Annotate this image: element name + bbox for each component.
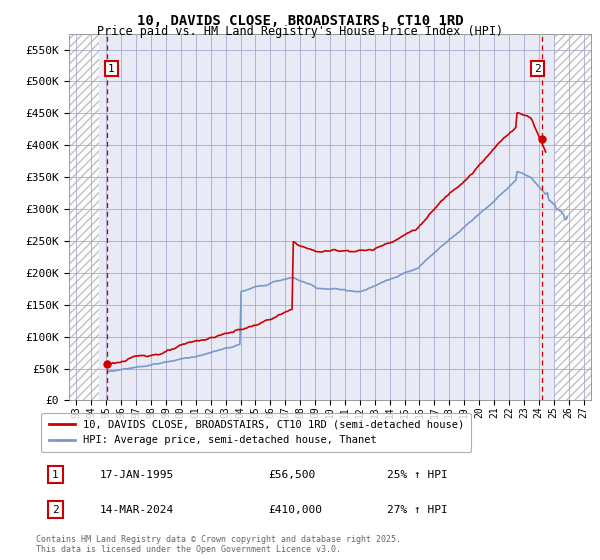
Text: 2: 2 xyxy=(534,64,541,74)
Text: 27% ↑ HPI: 27% ↑ HPI xyxy=(386,505,447,515)
Text: 14-MAR-2024: 14-MAR-2024 xyxy=(100,505,174,515)
Text: 1: 1 xyxy=(52,470,59,479)
Legend: 10, DAVIDS CLOSE, BROADSTAIRS, CT10 1RD (semi-detached house), HPI: Average pric: 10, DAVIDS CLOSE, BROADSTAIRS, CT10 1RD … xyxy=(41,413,472,452)
Text: 17-JAN-1995: 17-JAN-1995 xyxy=(100,470,174,479)
Text: Contains HM Land Registry data © Crown copyright and database right 2025.
This d: Contains HM Land Registry data © Crown c… xyxy=(36,535,401,554)
Text: Price paid vs. HM Land Registry's House Price Index (HPI): Price paid vs. HM Land Registry's House … xyxy=(97,25,503,38)
Bar xyxy=(554,34,591,400)
Text: 10, DAVIDS CLOSE, BROADSTAIRS, CT10 1RD: 10, DAVIDS CLOSE, BROADSTAIRS, CT10 1RD xyxy=(137,14,463,28)
Text: 1: 1 xyxy=(108,64,115,74)
Text: £410,000: £410,000 xyxy=(268,505,322,515)
Bar xyxy=(69,34,99,400)
Text: 25% ↑ HPI: 25% ↑ HPI xyxy=(386,470,447,479)
Text: 2: 2 xyxy=(52,505,59,515)
Text: £56,500: £56,500 xyxy=(268,470,315,479)
